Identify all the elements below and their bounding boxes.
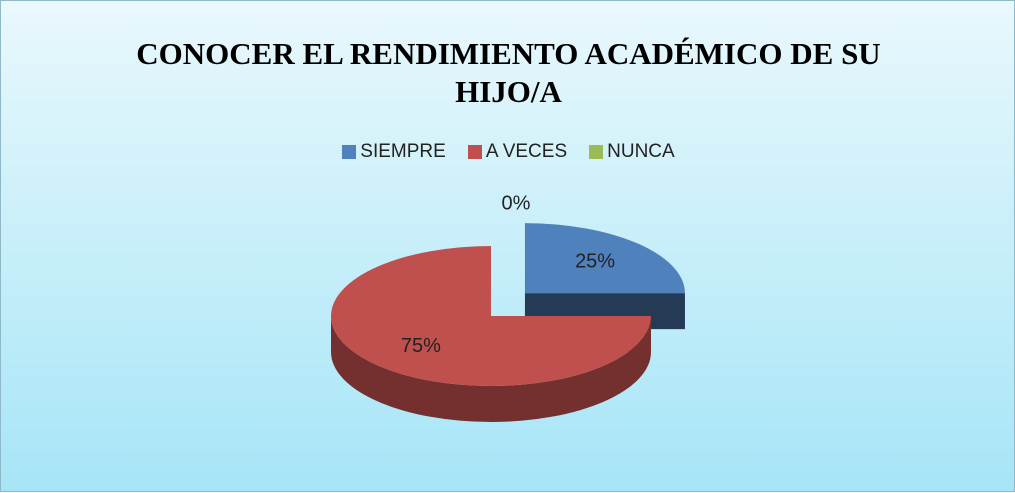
legend-label: SIEMPRE (360, 141, 446, 162)
legend-item: SIEMPRE (342, 141, 446, 163)
legend-swatch (342, 145, 357, 159)
chart-title: CONOCER EL RENDIMIENTO ACADÉMICO DE SU H… (136, 36, 881, 109)
legend-item: A VECES (467, 141, 568, 163)
slice (524, 223, 685, 294)
legend-swatch (467, 145, 482, 159)
slice-side (331, 316, 651, 422)
legend-label: A VECES (485, 141, 568, 162)
legend-item: NUNCA (589, 141, 675, 163)
slice (331, 246, 651, 386)
data-label: 0% (502, 192, 531, 214)
legend-swatch (589, 145, 604, 159)
legend: SIEMPRE A VECES NUNCA (1, 141, 1015, 163)
legend-label: NUNCA (607, 141, 675, 162)
data-label: 25% (575, 251, 615, 273)
data-label: 75% (401, 335, 441, 357)
